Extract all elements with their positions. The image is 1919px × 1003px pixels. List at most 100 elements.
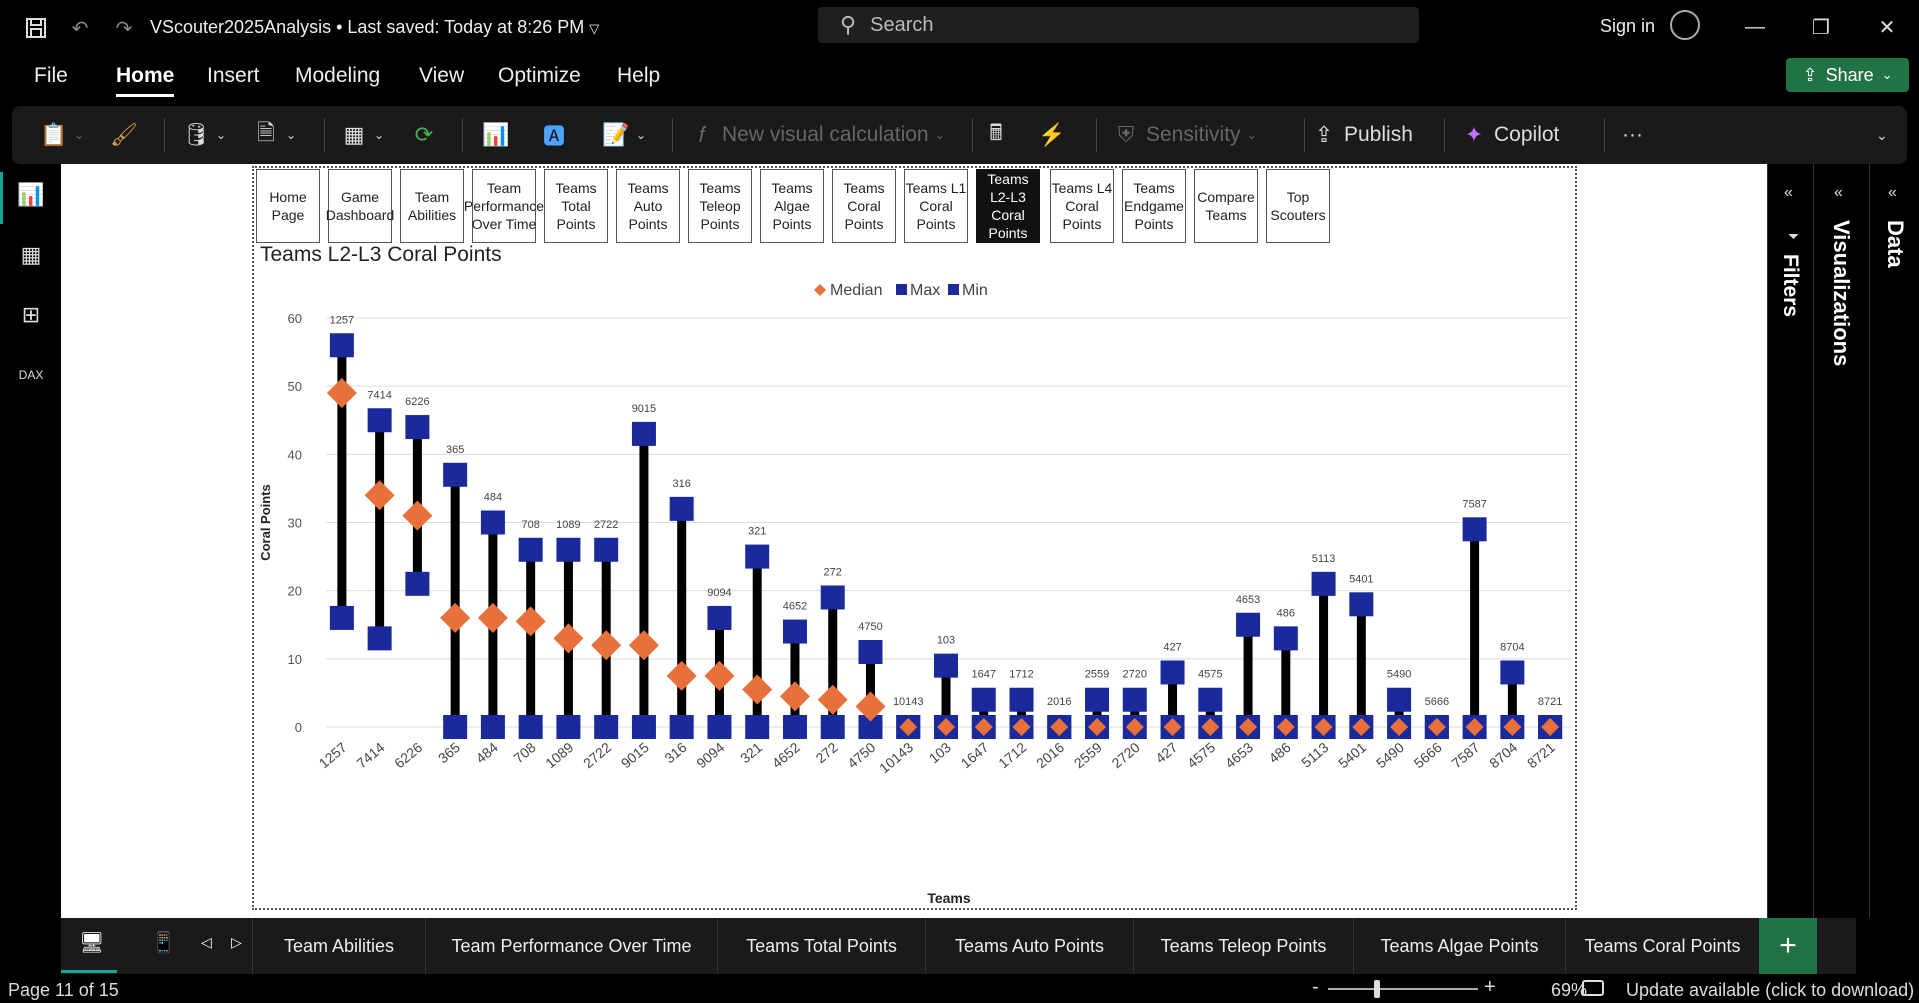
share-icon: ⇪ xyxy=(1802,64,1818,85)
avatar-icon[interactable] xyxy=(1670,10,1700,40)
visualizations-pane[interactable]: « Visualizations xyxy=(1813,164,1869,918)
nav-button-teams-l1-coral-points[interactable]: Teams L1 Coral Points xyxy=(904,169,968,243)
collapse-visualizations-icon[interactable]: « xyxy=(1834,184,1843,201)
collapse-filters-icon[interactable]: « xyxy=(1784,184,1793,201)
zoom-in-icon[interactable]: + xyxy=(1484,976,1496,998)
nav-button-teams-auto-points[interactable]: Teams Auto Points xyxy=(616,169,680,243)
chart-title: Teams L2-L3 Coral Points xyxy=(260,243,502,266)
tab-teams-auto-points[interactable]: Teams Auto Points xyxy=(926,918,1134,974)
copilot-button[interactable]: ✦ Copilot xyxy=(1460,118,1560,152)
y-tick-label: 10 xyxy=(288,652,302,667)
more-visuals-button[interactable]: 📝 ⌄ xyxy=(602,122,647,147)
format-painter-button[interactable]: 🖌 xyxy=(110,118,138,152)
restore-icon[interactable]: ❐ xyxy=(1812,16,1830,39)
tab-teams-algae-points[interactable]: Teams Algae Points xyxy=(1354,918,1566,974)
text-box-button[interactable]: 🅰 xyxy=(540,118,568,152)
data-pane[interactable]: « Data xyxy=(1869,164,1919,918)
nav-button-teams-algae-points[interactable]: Teams Algae Points xyxy=(760,169,824,243)
nav-button-teams-coral-points[interactable]: Teams Coral Points xyxy=(832,169,896,243)
max-marker xyxy=(1198,687,1223,712)
sensitivity-button[interactable]: ⛨ Sensitivity ⌄ xyxy=(1112,118,1257,152)
y-tick-label: 0 xyxy=(295,720,302,735)
nav-button-compare-teams[interactable]: Compare Teams xyxy=(1194,169,1258,243)
save-icon[interactable] xyxy=(22,14,50,42)
next-page-icon[interactable]: ▷ xyxy=(231,934,242,950)
menu-modeling[interactable]: Modeling xyxy=(295,64,381,87)
paste-button[interactable]: 📋 ⌄ xyxy=(40,122,85,147)
data-label: 4575 xyxy=(1198,669,1222,681)
quick-measure-button[interactable]: ⚡ xyxy=(1038,118,1066,152)
menu-optimize[interactable]: Optimize xyxy=(498,64,581,87)
close-icon[interactable]: ✕ xyxy=(1878,16,1896,39)
new-visual-button[interactable]: 📊 xyxy=(482,118,510,152)
zoom-out-icon[interactable]: - xyxy=(1312,976,1319,998)
x-tick-label: 4653 xyxy=(1222,739,1256,771)
filter-icon: ⏷ xyxy=(1788,228,1800,244)
publish-button[interactable]: ⇪ Publish xyxy=(1310,118,1413,152)
divider xyxy=(462,118,463,152)
tab-teams-total-points[interactable]: Teams Total Points xyxy=(718,918,926,974)
report-view-icon[interactable]: 📊 xyxy=(17,182,45,207)
nav-button-game-dashboard[interactable]: Game Dashboard xyxy=(326,169,394,243)
zoom-slider-thumb[interactable] xyxy=(1374,980,1380,998)
nav-button-teams-l4-coral-points[interactable]: Teams L4 Coral Points xyxy=(1050,169,1114,243)
nav-button-teams-teleop-points[interactable]: Teams Teleop Points xyxy=(688,169,752,243)
document-title[interactable]: VScouter2025Analysis • Last saved: Today… xyxy=(150,17,600,37)
tab-team-abilities[interactable]: Team Abilities xyxy=(253,918,426,974)
min-marker xyxy=(820,715,845,739)
tab-teams-coral-points[interactable]: Teams Coral Points xyxy=(1584,935,1741,956)
min-marker xyxy=(782,715,807,739)
x-tick-label: 5490 xyxy=(1373,739,1407,771)
fit-to-page-icon[interactable] xyxy=(1582,980,1604,996)
recent-sources-button[interactable]: 🗎 ⌄ xyxy=(252,118,296,152)
sign-in-link[interactable]: Sign in xyxy=(1600,16,1656,36)
filters-pane[interactable]: « ⏷ Filters xyxy=(1767,164,1813,918)
nav-button-teams-endgame-points[interactable]: Teams Endgame Points xyxy=(1122,169,1186,243)
nav-button-teams-total-points[interactable]: Teams Total Points xyxy=(544,169,608,243)
nav-button-team-performance-over-time[interactable]: Team Performance Over Time xyxy=(464,169,544,243)
nav-button-home-page[interactable]: Home Page xyxy=(256,169,320,243)
prev-page-icon[interactable]: ◁ xyxy=(201,934,212,950)
brush-icon: 🖌 xyxy=(110,122,138,147)
more-options-button[interactable]: ··· xyxy=(1622,123,1643,146)
menu-home[interactable]: Home xyxy=(116,64,175,87)
desktop-view-icon[interactable]: 🖥 xyxy=(79,932,105,954)
transform-data-button[interactable]: ▦ ⌄ xyxy=(340,118,384,152)
nav-button-top-scouters[interactable]: Top Scouters xyxy=(1266,169,1330,243)
mobile-view-icon[interactable]: 📱 xyxy=(151,932,176,954)
get-data-button[interactable]: 🛢 ⌄ xyxy=(182,122,227,147)
nav-button-team-abilities[interactable]: Team Abilities xyxy=(400,169,464,243)
tab-teams-teleop-points[interactable]: Teams Teleop Points xyxy=(1134,918,1354,974)
data-label: 486 xyxy=(1277,607,1295,619)
undo-icon[interactable]: ↶ xyxy=(71,17,89,40)
median-marker xyxy=(937,718,955,736)
search-box[interactable]: ⚲ Search xyxy=(818,7,1419,43)
data-label: 5666 xyxy=(1425,696,1449,708)
dax-query-view-icon[interactable]: DAX xyxy=(18,368,44,382)
minimize-icon[interactable]: — xyxy=(1745,15,1765,38)
menu-insert[interactable]: Insert xyxy=(207,64,260,87)
x-tick-label: 321 xyxy=(737,739,765,766)
dumbbell-chart[interactable]: 0 10 20 30 40 50 60 Coral Points Teams Median Max M… xyxy=(254,168,1575,908)
y-tick-label: 50 xyxy=(288,379,302,394)
menu-view[interactable]: View xyxy=(419,64,465,87)
add-page-button[interactable]: + xyxy=(1759,918,1817,974)
median-marker xyxy=(440,602,471,633)
share-button[interactable]: ⇪ Share ⌄ xyxy=(1786,58,1909,92)
new-visual-calc-button[interactable]: 𝑓 New visual calculation ⌄ xyxy=(688,118,945,152)
max-marker xyxy=(329,333,354,358)
update-available-link[interactable]: Update available (click to download) xyxy=(1626,980,1915,1000)
x-tick-label: 5113 xyxy=(1298,739,1332,771)
model-view-icon[interactable]: ⊞ xyxy=(21,302,41,327)
redo-icon[interactable]: ↷ xyxy=(115,17,133,40)
zoom-slider[interactable] xyxy=(1328,988,1478,990)
refresh-button[interactable]: ⟳ xyxy=(410,118,438,152)
nav-button-teams-l2-l3-coral-points[interactable]: Teams L2-L3 Coral Points xyxy=(976,169,1040,243)
menu-help[interactable]: Help xyxy=(617,64,661,87)
tab-team-performance[interactable]: Team Performance Over Time xyxy=(426,918,718,974)
new-measure-button[interactable]: 🖩 xyxy=(982,118,1010,152)
menu-file[interactable]: File xyxy=(34,64,68,87)
collapse-ribbon-icon[interactable]: ⌄ xyxy=(1876,126,1888,143)
table-view-icon[interactable]: ▦ xyxy=(20,242,42,267)
collapse-data-icon[interactable]: « xyxy=(1888,184,1897,201)
